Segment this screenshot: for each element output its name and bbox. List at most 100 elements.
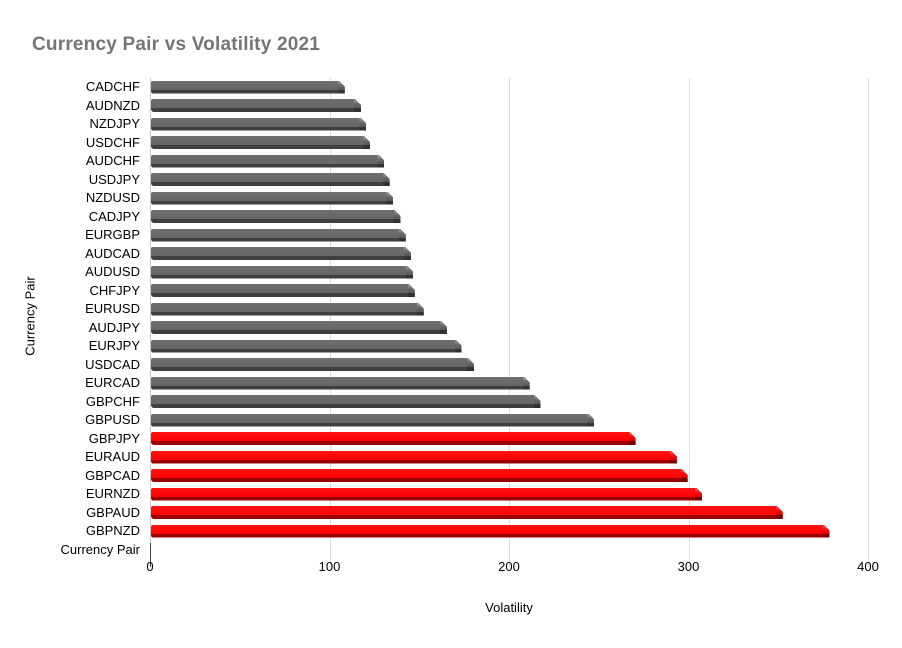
bar-area	[150, 134, 869, 153]
bar-area	[150, 245, 869, 264]
bar-area	[150, 300, 869, 319]
gridline-200	[509, 78, 510, 567]
bar-eurcad[interactable]	[151, 377, 530, 390]
y-axis-label: EURNZD	[85, 486, 140, 501]
bar-nzdusd[interactable]	[151, 192, 393, 205]
chart-row: USDJPY	[0, 171, 902, 190]
bar-area	[150, 337, 869, 356]
bar-area	[150, 522, 869, 541]
chart-row: CHFJPY	[0, 282, 902, 301]
bar-nzdjpy[interactable]	[151, 118, 366, 131]
chart-title: Currency Pair vs Volatility 2021	[32, 34, 321, 55]
bar-chfjpy[interactable]	[151, 284, 415, 297]
bar-audusd[interactable]	[151, 266, 413, 279]
y-axis-label: NZDUSD	[85, 190, 140, 205]
bar-gbpjpy[interactable]	[151, 432, 636, 445]
bar-gbpaud[interactable]	[151, 506, 783, 519]
bar-gbpchf[interactable]	[151, 395, 541, 408]
bar-audjpy[interactable]	[151, 321, 447, 334]
y-axis-label: GBPAUD	[86, 504, 140, 520]
chart-row: NZDUSD	[0, 189, 902, 208]
bar-gbpusd[interactable]	[151, 414, 594, 427]
chart-row: GBPJPY	[0, 430, 902, 449]
bar-audcad[interactable]	[151, 247, 411, 260]
chart-row: USDCHF	[0, 134, 902, 153]
bar-audchf[interactable]	[151, 155, 384, 168]
y-axis-label: AUDCAD	[85, 245, 140, 261]
y-axis-label: Currency Pair	[60, 541, 140, 557]
chart-row: AUDCAD	[0, 245, 902, 264]
x-tick-label-100: 100	[318, 559, 341, 574]
y-axis-label: NZDJPY	[89, 116, 140, 131]
chart-row: EURGBP	[0, 226, 902, 245]
chart-row: GBPNZD	[0, 522, 902, 541]
chart-row: GBPAUD	[0, 504, 902, 523]
chart-row: USDCAD	[0, 356, 902, 375]
chart-row: GBPCHF	[0, 393, 902, 412]
bar-area	[150, 152, 869, 171]
bar-area	[150, 97, 869, 116]
zero-axis-tick	[150, 543, 151, 567]
bar-eurgbp[interactable]	[151, 229, 406, 242]
bar-area	[150, 115, 869, 134]
bar-area	[150, 282, 869, 301]
y-axis-label: GBPCAD	[85, 467, 140, 483]
bar-gbpcad[interactable]	[151, 469, 688, 482]
bar-eurusd[interactable]	[151, 303, 424, 316]
chart-row: AUDUSD	[0, 263, 902, 282]
bar-area	[150, 319, 869, 338]
bar-cadchf[interactable]	[151, 81, 345, 94]
bar-eurjpy[interactable]	[151, 340, 462, 353]
y-axis-line	[150, 78, 151, 544]
bar-euraud[interactable]	[151, 451, 677, 464]
bar-gbpnzd[interactable]	[151, 525, 830, 538]
x-tick-label-200: 200	[498, 559, 520, 574]
x-tick-label-300: 300	[677, 559, 700, 574]
bar-cadjpy[interactable]	[151, 210, 401, 223]
y-axis-label: EURJPY	[88, 338, 140, 353]
bar-usdjpy[interactable]	[151, 173, 390, 186]
gridline-400	[868, 78, 869, 567]
y-axis-label: GBPUSD	[85, 412, 140, 427]
bar-eurnzd[interactable]	[151, 488, 702, 501]
y-axis-label: AUDNZD	[85, 97, 140, 113]
bar-area	[150, 504, 869, 523]
bar-area	[150, 430, 869, 449]
y-axis-label: AUDUSD	[85, 264, 140, 279]
y-axis-label: EURGBP	[85, 227, 140, 242]
chart-row: Currency Pair	[0, 541, 902, 560]
y-axis-label: CHFJPY	[89, 282, 140, 298]
y-axis-label: CADJPY	[88, 208, 140, 224]
y-axis-label: GBPCHF	[85, 393, 140, 409]
bar-usdchf[interactable]	[151, 136, 370, 149]
bar-area	[150, 78, 869, 97]
y-axis-label: EURUSD	[85, 301, 140, 316]
bar-area	[150, 263, 869, 282]
bar-area	[150, 448, 869, 467]
y-axis-label: EURCAD	[85, 375, 140, 390]
bar-area	[150, 485, 869, 504]
y-axis-label: CADCHF	[85, 79, 140, 94]
bar-usdcad[interactable]	[151, 358, 474, 371]
y-axis-label: AUDCHF	[85, 153, 140, 168]
y-axis-label: USDCHF	[85, 134, 140, 150]
bar-area	[150, 356, 869, 375]
x-tick-label-400: 400	[857, 559, 879, 574]
chart-row: GBPCAD	[0, 467, 902, 486]
chart-row: EURNZD	[0, 485, 902, 504]
gridline-300	[688, 78, 690, 567]
y-axis-label: AUDJPY	[88, 319, 140, 335]
chart-row: EURUSD	[0, 300, 902, 319]
chart-row: AUDJPY	[0, 319, 902, 338]
x-tick-label-0: 0	[146, 559, 154, 574]
bar-area	[150, 467, 869, 486]
bar-audnzd[interactable]	[151, 99, 361, 112]
chart-row: CADCHF	[0, 78, 902, 97]
bar-area	[150, 411, 869, 430]
chart-row: EURCAD	[0, 374, 902, 393]
chart-row: GBPUSD	[0, 411, 902, 430]
bar-area	[150, 226, 869, 245]
bar-rows: CADCHF AUDNZD NZDJPY USDCHF AUDCHF USDJPY NZDU…	[0, 78, 902, 559]
chart-row: EURAUD	[0, 448, 902, 467]
